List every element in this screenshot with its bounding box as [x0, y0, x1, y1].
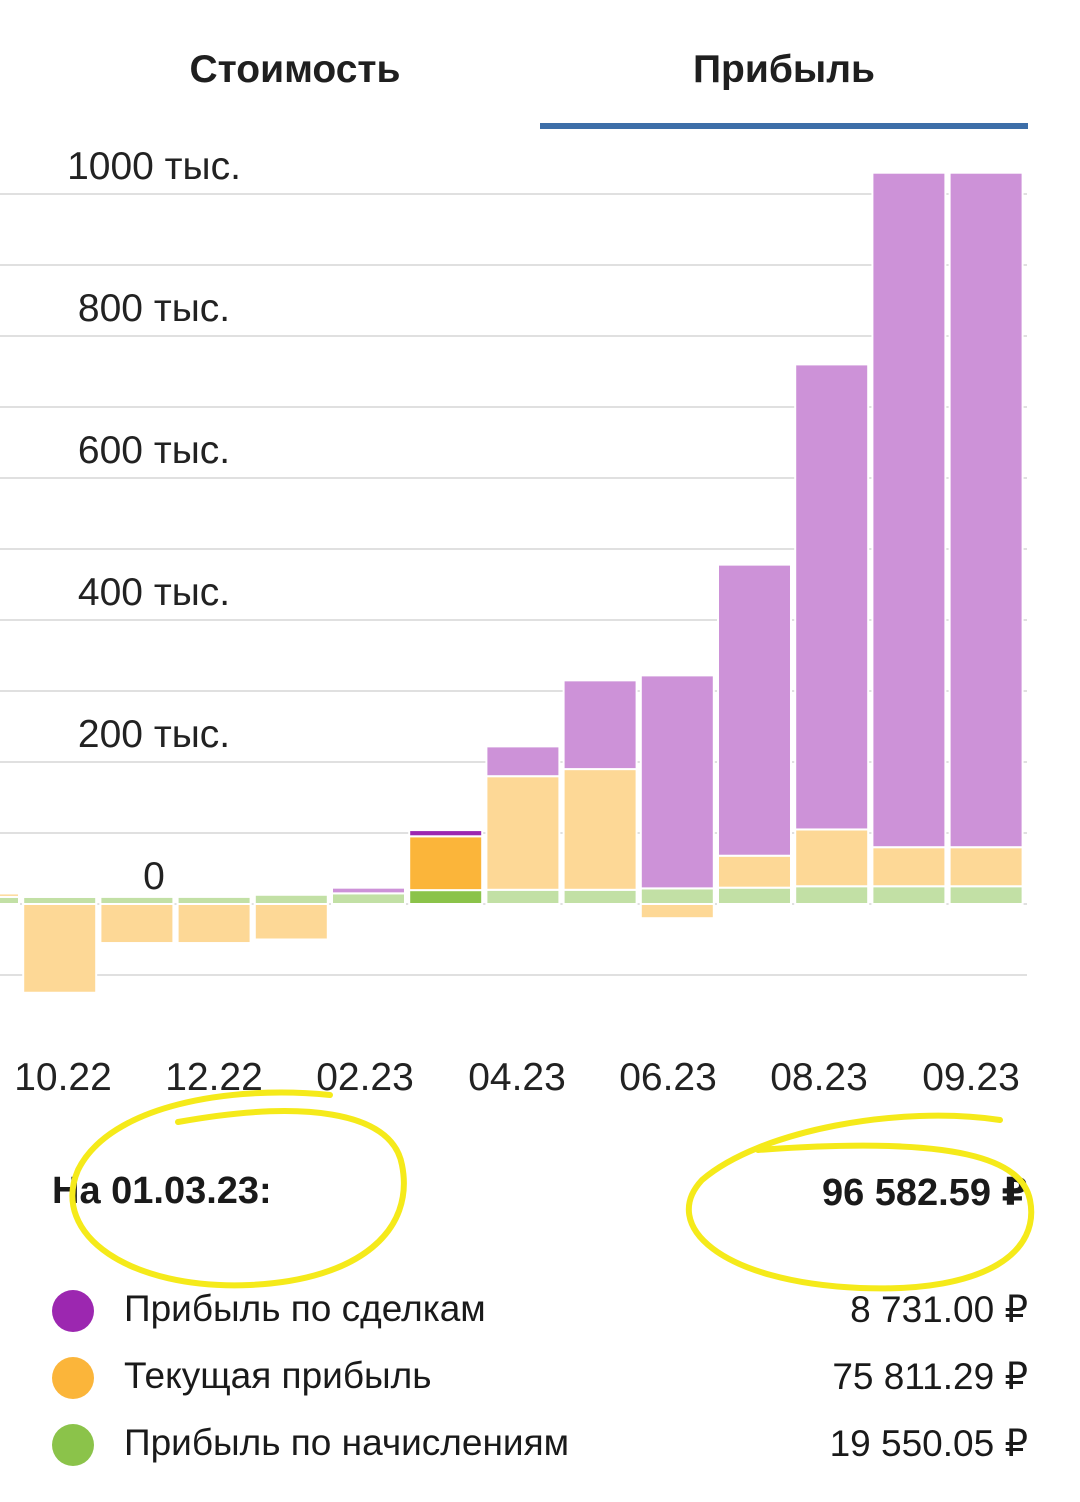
legend-name: Текущая прибыль	[124, 1355, 432, 1396]
tab-profit[interactable]: Прибыль	[693, 48, 875, 91]
bar-segment	[408, 889, 484, 906]
legend-dot-current	[52, 1357, 94, 1399]
bar-segment	[0, 895, 20, 906]
summary-total-value: 96 582.59 ₽	[821, 1172, 1028, 1214]
bar-segment	[408, 829, 484, 838]
tab-cost[interactable]: Стоимость	[189, 48, 401, 91]
x-tick-label: 09.23	[922, 1056, 1020, 1099]
y-tick-label: 0	[143, 855, 165, 898]
legend-item-deals: Прибыль по сделкам 8 731.00 ₽	[0, 1280, 1080, 1340]
bar-segment	[485, 775, 561, 891]
bar-segment	[794, 885, 870, 905]
bar-segment	[253, 893, 329, 906]
bar-segment	[871, 171, 947, 849]
legend-value: 19 550.05 ₽	[829, 1423, 1028, 1464]
bar-segment	[485, 888, 561, 905]
bar-segment	[794, 828, 870, 888]
bar-segment	[253, 903, 329, 941]
bar-segment	[562, 888, 638, 905]
x-tick-label: 12.22	[165, 1056, 263, 1099]
bar-segment	[717, 886, 792, 905]
bar-segment	[485, 745, 561, 778]
bar-segment	[639, 887, 715, 906]
x-tick-label: 04.23	[468, 1056, 566, 1099]
bar-segment	[176, 895, 252, 906]
bar-segment	[22, 903, 98, 994]
legend-item-accrual: Прибыль по начислениям 19 550.05 ₽	[0, 1414, 1080, 1474]
bar-segment	[794, 363, 870, 831]
bar-segment	[331, 886, 406, 895]
bar-segment	[948, 171, 1024, 849]
y-tick-label: 200 тыс.	[78, 713, 230, 756]
bar-segment	[0, 890, 20, 895]
y-tick-label: 600 тыс.	[78, 429, 230, 472]
x-tick-label: 02.23	[316, 1056, 414, 1099]
legend-item-current: Текущая прибыль 75 811.29 ₽	[0, 1347, 1080, 1407]
y-tick-label: 800 тыс.	[78, 287, 230, 330]
x-tick-label: 06.23	[619, 1056, 717, 1099]
active-tab-indicator	[540, 123, 1028, 129]
bar-segment	[22, 894, 98, 898]
bar-segment	[948, 885, 1024, 905]
bar-segment	[408, 835, 484, 892]
bar-segment	[717, 563, 792, 857]
x-tick-label: 10.22	[14, 1056, 112, 1099]
bar-segment	[948, 846, 1024, 888]
summary-row: На 01.03.23: 96 582.59 ₽	[0, 1160, 1080, 1240]
x-tick-label: 08.23	[770, 1056, 868, 1099]
bar-segment	[717, 854, 792, 889]
profit-chart: 1000 тыс. 800 тыс. 600 тыс. 400 тыс. 200 тыс…	[0, 150, 1027, 1099]
legend-value: 75 811.29 ₽	[832, 1356, 1028, 1397]
bar-segment	[639, 903, 715, 920]
y-tick-label: 400 тыс.	[78, 571, 230, 614]
legend-value: 8 731.00 ₽	[850, 1289, 1028, 1330]
y-tick-label: 1000 тыс.	[67, 150, 241, 188]
bar-segment	[176, 903, 252, 945]
bar-segment	[639, 674, 715, 890]
bar-segment	[562, 679, 638, 771]
bar-segment	[0, 892, 20, 898]
bar-segment	[871, 846, 947, 888]
bar-segment	[22, 895, 98, 906]
legend-dot-deals	[52, 1290, 94, 1332]
bar-segment	[99, 903, 175, 945]
bar-segment	[871, 885, 947, 905]
summary-date-label: На 01.03.23:	[52, 1170, 272, 1212]
bar-segment	[331, 892, 406, 905]
legend-name: Прибыль по начислениям	[124, 1422, 570, 1463]
legend-name: Прибыль по сделкам	[124, 1288, 486, 1329]
tab-bar: Стоимость Прибыль	[0, 0, 1080, 130]
legend-dot-accrual	[52, 1424, 94, 1466]
bar-segment	[562, 768, 638, 891]
